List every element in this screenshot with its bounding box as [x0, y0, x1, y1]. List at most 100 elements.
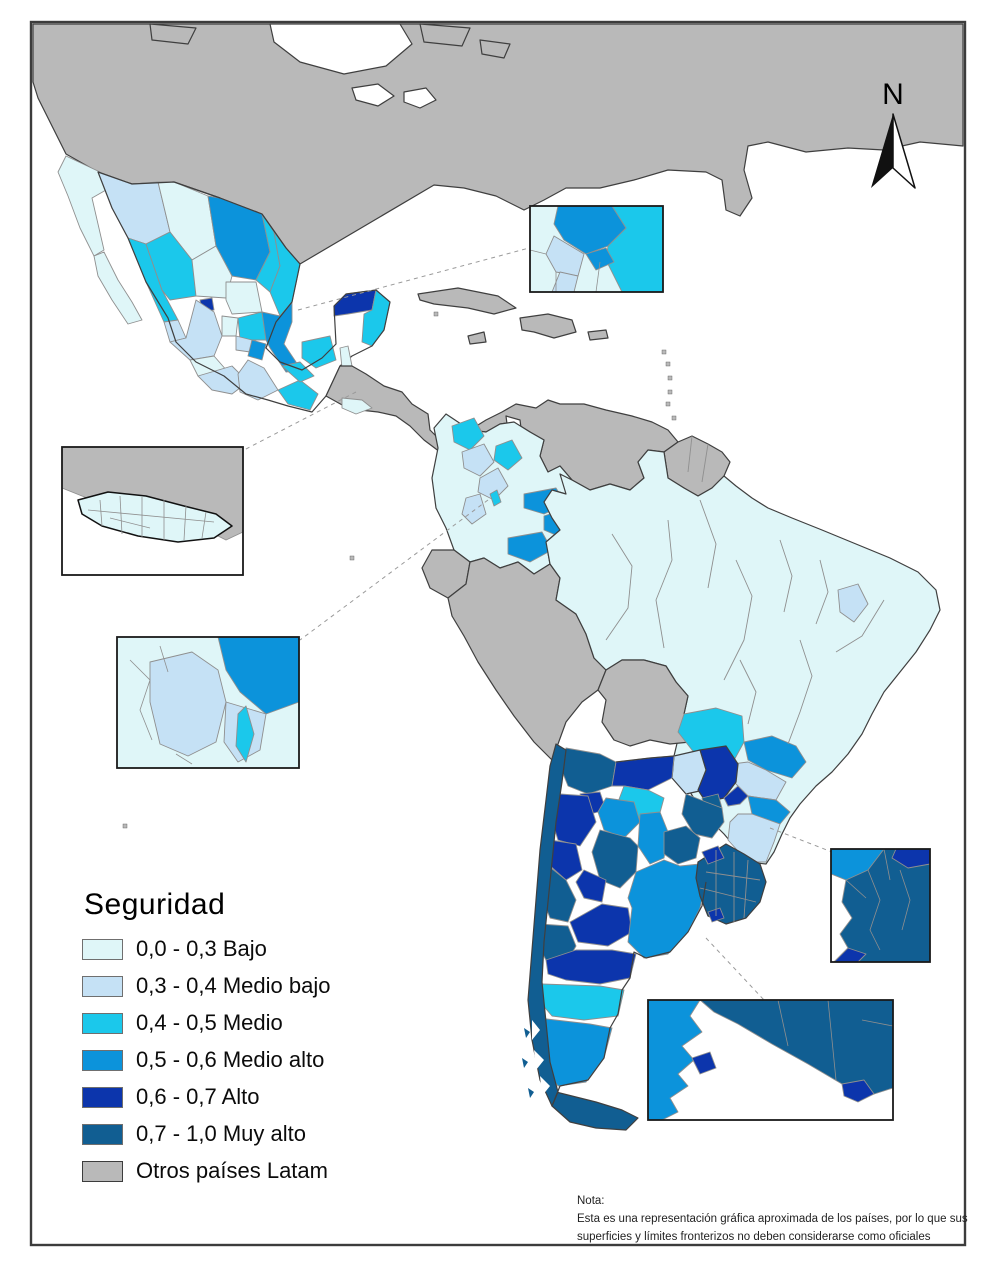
island-dot-11	[349, 555, 355, 561]
region-co-antioquia	[461, 443, 495, 477]
border-line-15	[701, 443, 709, 483]
region-hudson-bay	[269, 23, 413, 75]
border-line-1	[655, 519, 673, 649]
region-br-santa-catarina	[747, 795, 791, 825]
note-heading: Nota:	[577, 1195, 605, 1207]
region-mx-chiapas	[277, 379, 319, 411]
border-line-17	[551, 881, 707, 1107]
connector-el-salvador-inset	[243, 391, 357, 451]
region-arctic-island-b	[419, 23, 471, 47]
note-line-1: Esta es una representación gráfica aprox…	[577, 1212, 968, 1225]
legend-swatch-medio-bajo	[82, 975, 123, 997]
region-ar-entre-rios	[663, 825, 701, 865]
region-uy-artigas	[701, 845, 725, 865]
region-co-bogota	[489, 489, 502, 507]
inset-colombia-shape-0	[149, 651, 227, 757]
legend-swatch-muy-alto	[82, 1123, 123, 1145]
region-co-cordoba-sucre	[451, 417, 485, 451]
region-hispaniola	[519, 313, 577, 339]
legend-swatch-alto	[82, 1086, 123, 1108]
connector-uruguay-ne-inset	[769, 827, 833, 853]
legend-label: 0,4 - 0,5 Medio	[136, 1010, 283, 1035]
connector-colombia-inset	[299, 499, 489, 641]
inset-el-salvador-line-4	[183, 505, 187, 541]
legend-item-medio-alto: 0,5 - 0,6 Medio alto	[82, 1047, 330, 1072]
region-chile-fjord-c	[540, 1076, 550, 1096]
region-puerto-rico	[587, 329, 609, 341]
inset-el-salvador-shape-1	[77, 491, 233, 543]
border-line-14	[687, 435, 693, 473]
island-dot-9	[671, 415, 677, 421]
border-line-2	[699, 499, 717, 589]
inset-colombia-frame	[116, 636, 300, 769]
inset-uruguay-ne-line-0	[867, 869, 881, 951]
region-chile-fjord-a	[532, 1020, 540, 1040]
legend-label: 0,6 - 0,7 Alto	[136, 1084, 260, 1109]
inset-colombia-line-1	[159, 645, 169, 673]
region-mx-puebla	[247, 339, 267, 361]
island-dot-4	[661, 349, 667, 355]
island-dot-12	[122, 823, 128, 829]
region-mx-tabasco	[281, 361, 315, 383]
region-co-vaupes-guaviare	[507, 531, 553, 563]
inset-el-salvador-line-0	[99, 499, 103, 527]
region-co-tolima-huila	[461, 493, 487, 525]
region-ar-chubut	[539, 983, 625, 1021]
island-dot-7	[667, 389, 673, 395]
region-jamaica	[467, 331, 487, 345]
inset-rio-de-la-plata-line-2	[861, 1019, 894, 1027]
region-great-lake-east	[403, 87, 437, 109]
region-chile-fjord-b	[534, 1050, 544, 1070]
border-line-0	[605, 533, 633, 641]
region-el-salvador	[341, 397, 373, 415]
inset-el-salvador-line-7	[109, 517, 151, 529]
legend-swatch-medio-alto	[82, 1049, 123, 1071]
region-brazil	[543, 449, 941, 865]
border-line-6	[835, 599, 885, 653]
legend-item-medio: 0,4 - 0,5 Medio	[82, 1010, 330, 1035]
region-mx-campeche	[301, 335, 337, 369]
region-ar-san-luis	[575, 869, 607, 903]
inset-el-salvador-frame	[61, 446, 244, 576]
inset-uruguay-ne-line-2	[845, 879, 867, 899]
border-line-8	[739, 659, 757, 725]
inset-rio-de-la-plata-shape-2	[691, 1051, 717, 1075]
north-arrow-right-half	[892, 113, 916, 189]
legend-item-medio-bajo: 0,3 - 0,4 Medio bajo	[82, 973, 331, 998]
map-note: Nota: Esta es una representación gráfica…	[577, 1193, 968, 1246]
inset-uruguay-ne-frame	[830, 848, 931, 963]
region-chile-island-c	[528, 1088, 534, 1098]
legend-label: Otros países Latam	[136, 1158, 328, 1183]
region-ar-cordoba	[591, 829, 639, 889]
island-dot-10	[433, 311, 439, 317]
region-arctic-island-c	[479, 39, 511, 59]
inset-el-salvador-line-5	[201, 511, 207, 539]
legend-label: 0,3 - 0,4 Medio bajo	[136, 973, 331, 998]
region-arctic-island-a	[149, 23, 197, 45]
legend-swatch-otros	[82, 1160, 123, 1182]
border-line-5	[815, 559, 829, 625]
legend-item-bajo: 0,0 - 0,3 Bajo	[82, 936, 330, 961]
region-mx-baja-california-sur	[93, 251, 143, 325]
region-mx-guanajuato	[221, 315, 239, 337]
note-line-2: superficies y límites fronterizos no deb…	[577, 1230, 931, 1243]
legend-item-otros: Otros países Latam	[82, 1158, 330, 1183]
legend-title: Seguridad	[84, 888, 226, 921]
region-chile-island-a	[524, 1028, 530, 1038]
border-line-13	[743, 859, 749, 919]
region-ar-misiones	[723, 785, 749, 807]
inset-rio-de-la-plata-frame	[647, 999, 894, 1121]
region-cuba	[417, 287, 517, 315]
inset-rio-de-la-plata-line-1	[827, 999, 837, 1081]
north-arrow-label: N	[882, 78, 904, 111]
border-line-10	[699, 887, 757, 903]
region-br-rio-grande-do-sul	[727, 813, 781, 863]
inset-el-salvador-line-6	[87, 509, 215, 523]
island-dot-8	[665, 401, 671, 407]
region-br-parana	[731, 761, 787, 801]
inset-mexico-center-line-0	[529, 249, 547, 255]
region-br-sao-paulo	[743, 735, 807, 779]
island-dot-6	[667, 375, 673, 381]
legend-label: 0,5 - 0,6 Medio alto	[136, 1047, 325, 1072]
